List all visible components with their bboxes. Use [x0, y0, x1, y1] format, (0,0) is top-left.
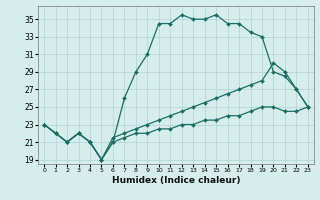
X-axis label: Humidex (Indice chaleur): Humidex (Indice chaleur) [112, 176, 240, 185]
